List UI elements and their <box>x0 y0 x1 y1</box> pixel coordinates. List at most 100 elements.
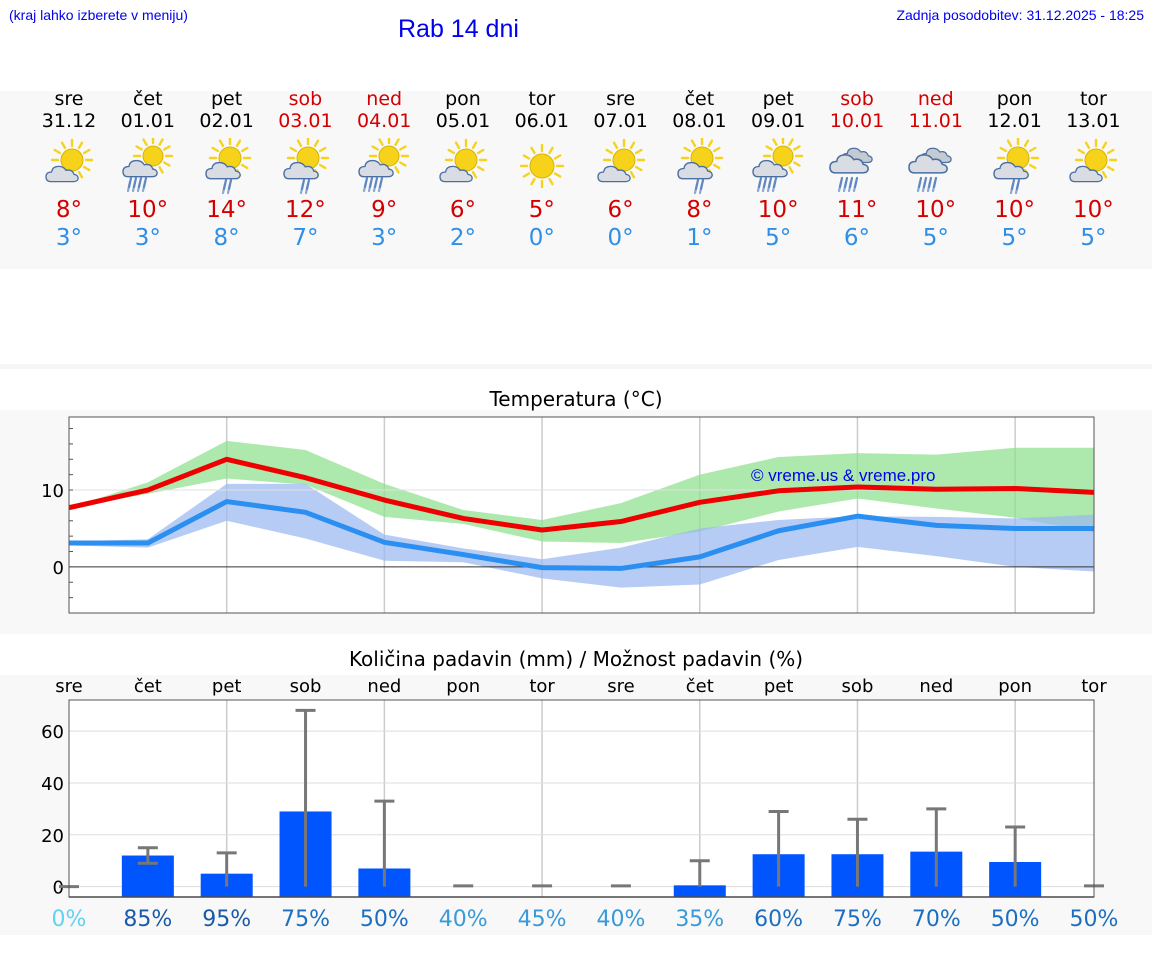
day-max-temp: 14° <box>206 197 247 223</box>
day-max-temp: 5° <box>528 197 555 223</box>
precip-probability-label: 50% <box>991 907 1040 932</box>
temp-min-line <box>69 499 1094 571</box>
day-min-temp: 5° <box>922 225 949 251</box>
precip-probability-label: 70% <box>912 907 961 932</box>
temp-tick-label: 0 <box>53 558 64 579</box>
precip-weekday-label: tor <box>529 676 555 697</box>
day-column: ned 04.01 9° 3° <box>344 88 424 252</box>
day-weekday: pon <box>996 88 1033 110</box>
location-menu-hint[interactable]: (kraj lahko izberete v meniju) <box>9 7 188 23</box>
precip-probability-label: 75% <box>281 907 330 932</box>
precip-tick-label: 0 <box>53 878 64 899</box>
day-weekday: ned <box>917 88 954 110</box>
precip-probability-label: 0% <box>52 907 87 932</box>
day-column: čet 01.01 10° 3° <box>108 88 188 252</box>
day-min-temp: 8° <box>213 225 240 251</box>
precip-weekday-label: ned <box>919 676 953 697</box>
day-column: pon 05.01 6° 2° <box>423 88 503 252</box>
precip-weekday-label: pet <box>764 676 794 697</box>
precip-probability-label: 95% <box>202 907 251 932</box>
day-weekday: pon <box>445 88 481 110</box>
day-date: 03.01 <box>278 110 333 132</box>
precip-tick-label: 20 <box>41 826 64 847</box>
day-max-temp: 10° <box>994 197 1035 223</box>
precip-tick-label: 40 <box>41 774 64 795</box>
forecast-band <box>0 91 1152 269</box>
precip-probability-label: 35% <box>675 907 724 932</box>
day-min-temp: 0° <box>607 225 634 251</box>
precip-probability-label: 40% <box>596 907 645 932</box>
day-date: 12.01 <box>987 110 1042 132</box>
temp-max-line <box>68 456 1095 533</box>
day-min-temp: 3° <box>134 225 161 251</box>
partly-cloudy-icon <box>581 138 661 196</box>
precip-weekday-label: sob <box>842 676 874 697</box>
day-max-temp: 10° <box>1073 197 1114 223</box>
precip-probability-label: 45% <box>518 907 567 932</box>
day-column: ned 11.01 10° 5° <box>896 88 976 252</box>
day-date: 04.01 <box>356 110 412 132</box>
sun-light-rain-icon <box>187 138 267 196</box>
partly-cloudy-icon <box>423 138 503 196</box>
day-date: 01.01 <box>120 110 175 132</box>
chart-watermark: © vreme.us & vreme.pro <box>751 466 935 485</box>
day-min-temp: 3° <box>371 225 398 251</box>
day-min-temp: 5° <box>765 225 792 251</box>
day-date: 06.01 <box>514 110 569 132</box>
day-min-temp: 1° <box>686 225 713 251</box>
day-min-temp: 6° <box>843 225 871 251</box>
day-date: 11.01 <box>908 110 963 132</box>
day-weekday: pet <box>762 88 794 110</box>
day-column: sre 07.01 6° 0° <box>581 88 661 252</box>
day-min-temp: 5° <box>1001 225 1028 251</box>
day-date: 08.01 <box>672 110 727 132</box>
cloud-rain-icon <box>817 138 897 196</box>
day-column: tor 06.01 5° 0° <box>502 88 582 252</box>
day-date: 13.01 <box>1066 110 1121 132</box>
day-weekday: tor <box>528 88 556 110</box>
day-date: 10.01 <box>829 110 885 132</box>
day-column: pet 09.01 10° 5° <box>738 88 818 252</box>
sun-rain-icon <box>738 138 818 196</box>
day-max-temp: 10° <box>127 197 169 223</box>
day-max-temp: 6° <box>607 197 634 223</box>
day-min-temp: 0° <box>528 225 555 251</box>
day-column: pon 12.01 10° 5° <box>975 88 1055 252</box>
day-date: 31.12 <box>41 110 97 132</box>
partly-cloudy-icon <box>1053 138 1133 196</box>
day-weekday: čet <box>684 88 715 110</box>
day-column: tor 13.01 10° 5° <box>1053 88 1133 252</box>
precip-weekday-label: pon <box>446 676 480 697</box>
day-max-temp: 10° <box>915 197 957 223</box>
precip-weekday-label: sob <box>290 676 322 697</box>
day-max-temp: 6° <box>449 197 477 223</box>
sun-rain-icon <box>108 138 188 196</box>
precip-weekday-label: pon <box>998 676 1032 697</box>
page-title: Rab 14 dni <box>398 15 519 43</box>
day-column: sre 31.12 8° 3° <box>29 88 109 252</box>
day-min-temp: 7° <box>292 225 319 251</box>
sun-light-rain-icon <box>265 138 345 196</box>
day-column: sob 03.01 12° 7° <box>265 88 345 252</box>
sun-light-rain-icon <box>975 138 1055 196</box>
partly-cloudy-icon <box>29 138 109 196</box>
day-max-temp: 9° <box>371 197 398 223</box>
sun-rain-icon <box>344 138 424 196</box>
precip-weekday-label: ned <box>367 676 401 697</box>
precip-probability-label: 60% <box>754 907 803 932</box>
day-weekday: ned <box>366 88 403 110</box>
day-date: 07.01 <box>593 110 648 132</box>
day-max-temp: 11° <box>836 197 878 223</box>
day-max-temp: 12° <box>285 197 326 223</box>
day-weekday: pet <box>210 88 243 110</box>
last-update-link[interactable]: Zadnja posodobitev: 31.12.2025 - 18:25 <box>896 7 1144 23</box>
day-weekday: tor <box>1079 88 1107 110</box>
precip-weekday-label: čet <box>134 676 162 697</box>
day-max-temp: 8° <box>686 197 713 223</box>
day-weekday: sob <box>288 88 323 110</box>
day-weekday: sre <box>606 88 636 110</box>
precip-weekday-label: sre <box>607 676 634 697</box>
day-column: čet 08.01 8° 1° <box>659 88 739 252</box>
temperature-chart-title: Temperatura (°C) <box>489 387 663 411</box>
